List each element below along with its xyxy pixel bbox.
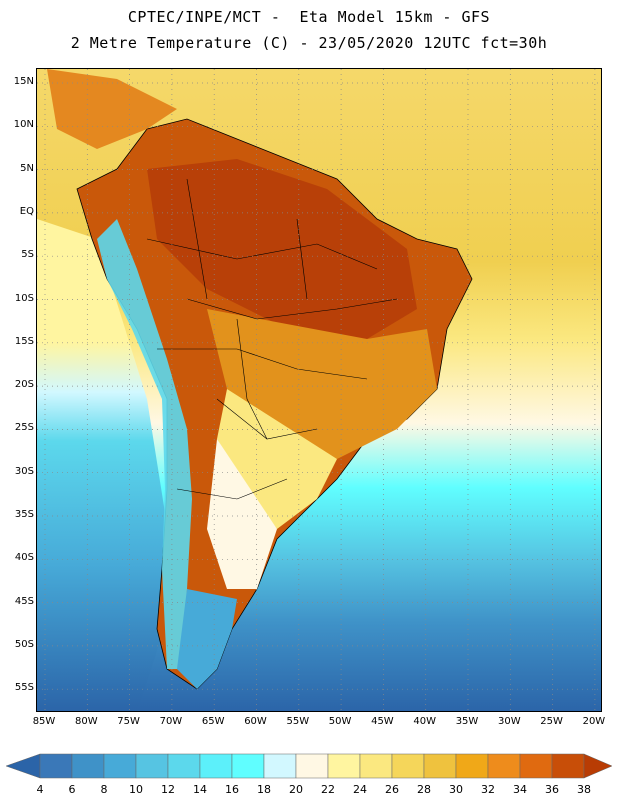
lat-label: 35S (14, 509, 34, 520)
lat-label: 15N (13, 76, 34, 87)
colorbar-swatch (263, 753, 297, 779)
lon-label: 85W (32, 716, 56, 727)
colorbar-tick-label: 32 (481, 783, 495, 796)
colorbar-tick-label: 6 (68, 783, 76, 796)
lat-label: 55S (14, 682, 34, 694)
colorbar-swatch (487, 753, 521, 779)
lat-label: 15S (14, 335, 34, 347)
colorbar-swatch (135, 753, 169, 779)
plateau-warm (207, 309, 437, 459)
country-borders (146, 178, 398, 500)
colorbar-arrow-low (5, 753, 41, 779)
title-line-1: CPTEC/INPE/MCT - Eta Model 15km - GFS (127, 8, 491, 26)
colorbar-tick-label: 24 (353, 783, 367, 796)
lon-label: 30W (497, 716, 521, 727)
lon-label: 70W (159, 716, 183, 727)
pampas-cool (207, 439, 277, 589)
colorbar-swatch (327, 753, 361, 779)
colorbar-swatch (199, 753, 233, 779)
colorbar-tick-label: 14 (193, 783, 207, 796)
lat-label: 10N (13, 119, 34, 131)
lat-label: 25S (14, 422, 34, 434)
colorbar-tick-label: 16 (225, 783, 239, 796)
temperature-map[interactable] (36, 68, 602, 712)
colorbar-swatch (167, 753, 201, 779)
colorbar-swatch (39, 753, 73, 779)
lon-label: 40W (413, 716, 436, 727)
colorbar-swatch (71, 753, 105, 779)
lon-label: 45W (371, 716, 394, 727)
colorbar-tick-label: 30 (449, 783, 463, 796)
lon-label: 65W (201, 716, 225, 727)
colorbar-swatch (519, 753, 553, 779)
southeast-mild (217, 389, 337, 529)
lat-label: 20S (14, 379, 34, 391)
lon-label: 75W (117, 716, 140, 727)
colorbar-tick-label: 36 (545, 783, 559, 796)
caribbean-warm (47, 69, 177, 149)
lon-label: 60W (244, 716, 267, 727)
lon-label: 35W (455, 716, 479, 727)
andes-cold (97, 219, 192, 669)
lon-label: 20W (582, 716, 606, 727)
lat-label: 40S (14, 552, 34, 564)
title-line-2: 2 Metre Temperature (C) - 23/05/2020 12U… (70, 34, 548, 52)
colorbar-tick-label: 26 (385, 783, 399, 796)
colorbar-tick-label: 28 (417, 783, 431, 796)
colorbar-tick-label: 38 (577, 783, 591, 796)
colorbar-tick-label: 8 (100, 783, 108, 796)
colorbar-tick-label: 22 (321, 783, 335, 796)
lon-label: 80W (74, 716, 98, 727)
colorbar (0, 748, 618, 784)
pacific-field (37, 219, 177, 711)
colorbar-tick-label: 34 (513, 783, 527, 796)
patagonia-cool (177, 589, 237, 689)
colorbar-swatch (359, 753, 393, 779)
colorbar-tick-label: 4 (36, 783, 44, 796)
colorbar-tick-label: 10 (129, 783, 143, 796)
lon-label: 50W (328, 716, 352, 727)
lat-label: 30S (14, 465, 34, 477)
lon-label: 25W (540, 716, 563, 727)
lon-label: 55W (286, 716, 310, 727)
colorbar-tick-label: 18 (257, 783, 271, 796)
lat-label: 5N (20, 162, 34, 174)
colorbar-tick-label: 12 (161, 783, 175, 796)
colorbar-swatch (103, 753, 137, 779)
lat-label: 5S (21, 249, 34, 261)
colorbar-tick-label: 20 (289, 783, 303, 796)
lat-label: EQ (19, 205, 34, 217)
colorbar-swatch (423, 753, 457, 779)
colorbar-swatch (455, 753, 489, 779)
colorbar-swatch (551, 753, 585, 779)
colorbar-swatch (391, 753, 425, 779)
colorbar-arrow-high (583, 753, 613, 779)
lat-label: 10S (14, 292, 34, 304)
colorbar-swatch (231, 753, 265, 779)
lat-label: 50S (14, 638, 34, 650)
lat-label: 45S (14, 595, 34, 607)
colorbar-swatch (295, 753, 329, 779)
